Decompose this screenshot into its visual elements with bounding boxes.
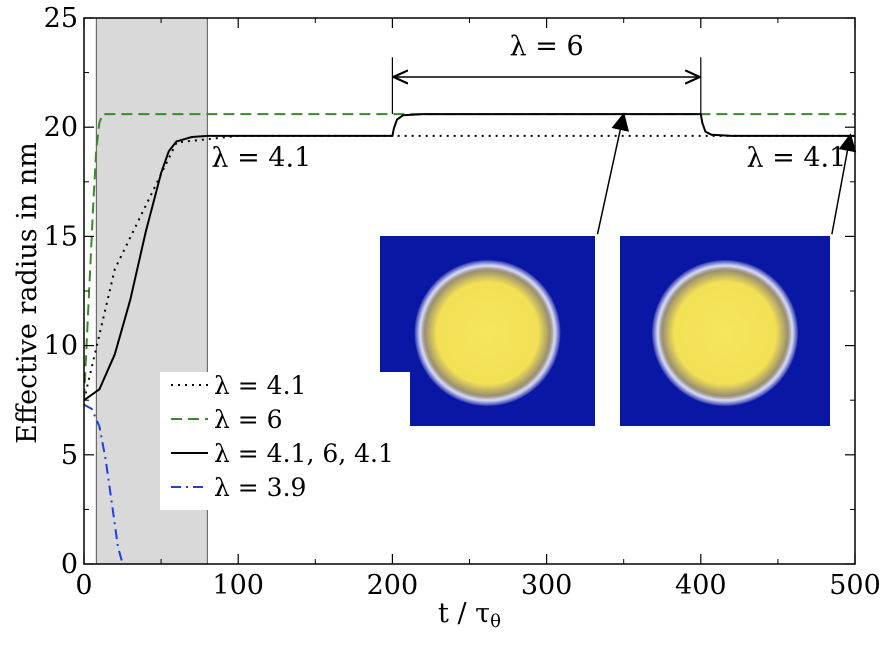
- x-tick-label-100: 100: [212, 570, 264, 601]
- series-line-4: [84, 403, 124, 564]
- legend-label-3: λ = 4.1, 6, 4.1: [214, 439, 394, 468]
- y-tick-label-20: 20: [44, 112, 78, 143]
- annotation-label-2: λ = 4.1: [211, 143, 311, 174]
- y-tick-label-15: 15: [44, 221, 78, 252]
- inset-droplet-lambda-4.1-ring: [657, 265, 793, 401]
- y-tick-label-25: 25: [44, 3, 78, 34]
- x-tick-label-500: 500: [829, 570, 881, 601]
- inset-droplet-lambda-6-droplet: [414, 260, 561, 406]
- annotation-label-3: λ = 4.1: [746, 143, 846, 174]
- inset-droplet-lambda-4.1-droplet: [652, 260, 798, 406]
- inset-droplet-lambda-6-ring: [419, 265, 556, 401]
- annotation-layer: λ = 6 λ = 4.1 λ = 4.1: [211, 31, 857, 235]
- pointer-arrow-1: [596, 112, 630, 235]
- legend-label-4: λ = 3.9: [214, 473, 306, 502]
- x-tick-label-200: 200: [367, 570, 419, 601]
- y-tick-label-0: 0: [61, 549, 78, 580]
- x-tick-label-300: 300: [521, 570, 573, 601]
- x-axis-title-subscript: θ: [490, 611, 501, 632]
- y-axis-title: Effective radius in nm: [12, 142, 43, 444]
- pointer-arrow-2: [831, 133, 857, 235]
- y-tick-label-5: 5: [61, 440, 78, 471]
- axes-layer: 0 100 200 300 400 500 0 5 10 15 20 25 t / τθ Effectiv…: [12, 3, 881, 632]
- legend: λ = 4.1 λ = 6 λ = 4.1, 6, 4.1 λ = 3.9: [160, 371, 410, 510]
- series-line-3: [84, 113, 855, 402]
- inset-layer: [380, 236, 830, 426]
- series-layer: [84, 113, 855, 564]
- legend-label-2: λ = 6: [214, 405, 283, 434]
- annotation-label-1: λ = 6: [510, 31, 584, 62]
- y-tick-label-10: 10: [44, 331, 78, 362]
- legend-label-1: λ = 4.1: [214, 371, 306, 400]
- x-tick-label-0: 0: [75, 570, 92, 601]
- inset-droplet-lambda-4.1: [620, 236, 830, 426]
- x-axis-title: t / τθ: [438, 598, 501, 632]
- inset-droplet-lambda-6: [380, 236, 595, 426]
- x-tick-label-400: 400: [675, 570, 727, 601]
